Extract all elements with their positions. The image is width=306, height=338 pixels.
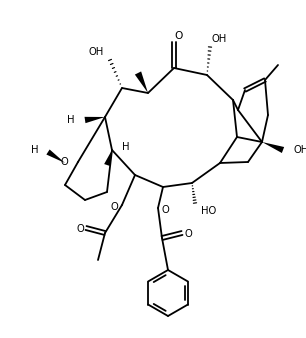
Polygon shape	[135, 71, 148, 93]
Text: OH: OH	[212, 34, 227, 44]
Text: O: O	[175, 31, 183, 41]
Text: O: O	[110, 202, 118, 212]
Polygon shape	[47, 149, 65, 163]
Text: O: O	[184, 229, 192, 239]
Text: OH: OH	[89, 47, 104, 57]
Text: H: H	[68, 115, 75, 125]
Text: H: H	[31, 145, 38, 155]
Text: O: O	[161, 205, 169, 215]
Text: O: O	[76, 224, 84, 234]
Text: O: O	[60, 157, 68, 167]
Text: HO: HO	[201, 206, 216, 216]
Text: H: H	[122, 142, 129, 152]
Polygon shape	[84, 117, 105, 123]
Polygon shape	[262, 142, 284, 153]
Text: OH: OH	[293, 145, 306, 155]
Polygon shape	[104, 150, 112, 166]
